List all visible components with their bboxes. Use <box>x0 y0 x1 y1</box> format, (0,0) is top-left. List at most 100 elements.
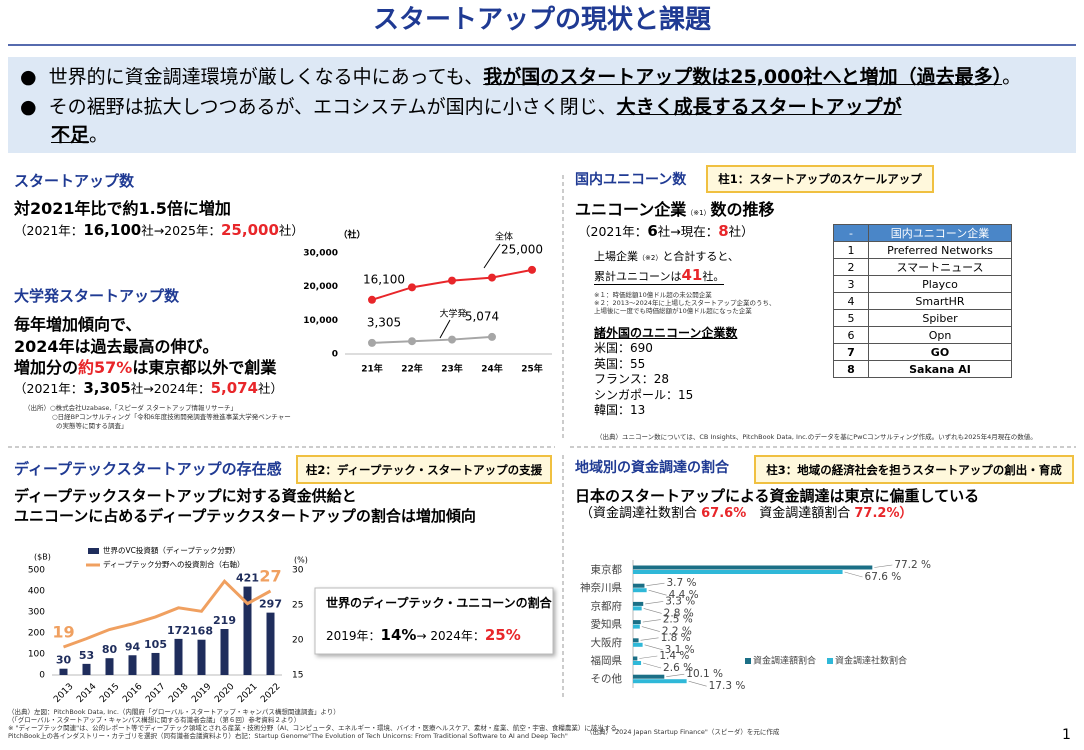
x-tick-label: 22年 <box>401 363 423 375</box>
x-tick-label: 25年 <box>521 363 543 375</box>
bar <box>266 612 275 675</box>
text: 社→現在： <box>657 224 719 239</box>
source: の実態等に関する調査」 <box>56 422 128 430</box>
header-cell: 国内ユニコーン企業 <box>868 224 1012 242</box>
y-tick-label: 500 <box>28 566 45 576</box>
y-tick-label: 神奈川県 <box>580 581 622 594</box>
bullet: ● その裾野は拡大しつつあるが、エコシステムが国内に小さく閉じ、大きく成長するス… <box>20 96 902 118</box>
note: 上場後に一度でも時価総額が10億ドル超になった企業 <box>594 307 752 315</box>
source: （出典）ユニコーン数については、CB Insights、PitchBook Da… <box>596 433 1037 441</box>
value-label: 17.3 % <box>709 680 746 692</box>
value-label: 27 <box>259 567 281 586</box>
value-label: 2.2 % <box>662 626 692 638</box>
num: 5,074 <box>210 379 259 397</box>
leader <box>666 673 685 677</box>
arrow <box>439 319 451 339</box>
text: （2021年： <box>14 223 84 238</box>
y-tick-label: 100 <box>28 650 45 660</box>
note: ※２：2013～2024年に上場したスタートアップ企業のうち、 <box>594 299 776 307</box>
value-label: 3.7 % <box>666 577 696 589</box>
leader <box>645 601 664 605</box>
text: （2021年： <box>14 381 84 396</box>
list-item: フランス：28 <box>594 372 670 386</box>
text: その裾野は拡大しつつあるが、エコシステムが国内に小さく閉じ、 <box>48 96 617 118</box>
leader <box>688 680 707 687</box>
num: 6 <box>647 222 658 240</box>
marker <box>408 337 416 346</box>
note: ※１：時価総額10億ドル超の未公開企業 <box>594 291 712 299</box>
text: 増加分の <box>14 358 79 377</box>
num: 16,100 <box>83 221 142 239</box>
value-label: 3.1 % <box>665 644 695 656</box>
text: 社→2024年： <box>130 381 211 396</box>
annotation: 大学発 <box>439 308 466 320</box>
num: 41 <box>681 266 703 284</box>
bar <box>151 652 160 675</box>
cell: 2 <box>833 258 869 276</box>
value-label: 297 <box>259 598 282 611</box>
leader <box>648 589 667 596</box>
value-label: 53 <box>79 649 94 662</box>
bar <box>633 601 644 606</box>
source: （出典）左図：PitchBook Data, Inc.（内閣府「グローバル・スタ… <box>8 708 340 716</box>
leader <box>642 619 661 623</box>
value-label: 2.6 % <box>663 662 693 674</box>
text: 数の推移 <box>710 200 775 219</box>
table-row: 2 スマートニュース <box>833 258 1012 276</box>
axis-label: （社） <box>338 229 365 241</box>
line: 2024年は過去最高の伸び。 <box>14 337 219 356</box>
y-tick-label: 300 <box>28 608 45 618</box>
bar <box>82 663 91 675</box>
x-tick-label: 2022 <box>259 682 282 705</box>
table-header: - 国内ユニコーン企業 <box>833 224 1012 242</box>
title: スタートアップの現状と課題 <box>372 5 711 35</box>
x-tick-label: 21年 <box>361 363 383 375</box>
bar <box>633 656 638 661</box>
bullet-cont: 不足。 <box>51 124 108 147</box>
y-tick-label: 京都府 <box>591 599 623 612</box>
cell: スマートニュース <box>868 258 1012 276</box>
heading: ディープテックスタートアップの存在感 <box>14 460 282 478</box>
source: ○日経BPコンサルティング「令和6年度技術開発調査等推進事業大学発ベンチャー <box>52 413 291 421</box>
cell: Preferred Networks <box>868 241 1012 259</box>
value-label: 80 <box>102 643 118 656</box>
x-tick-label: 2016 <box>121 682 144 705</box>
num: 8 <box>718 222 729 240</box>
table-row: 1 Preferred Networks <box>833 241 1012 259</box>
marker <box>488 273 496 282</box>
table-row: 4 SmartHR <box>833 292 1012 310</box>
list-item: 韓国：13 <box>594 403 646 417</box>
y-tick-label: 20,000 <box>303 282 338 292</box>
bar <box>633 620 641 625</box>
num: 25,000 <box>221 221 279 239</box>
table-row: 7 GO <box>833 343 1012 361</box>
value-label: 4.4 % <box>669 589 699 601</box>
marker <box>488 332 496 341</box>
value-label: 1.8 % <box>661 632 691 644</box>
source: （出所）○株式会社Uzabase,「スピーダ スタートアップ情報リサーチ」 <box>24 404 237 412</box>
emphasis: 約57% <box>78 358 133 377</box>
value-label: 219 <box>213 614 236 627</box>
cell: 4 <box>833 292 869 310</box>
text: 世界的に資金調達環境が厳しくなる中にあっても、 <box>48 66 484 88</box>
box-title: 世界のディープテック・ユニコーンの割合 <box>326 596 552 610</box>
value-label: 30 <box>56 654 72 667</box>
text: ユニコーン企業 <box>575 200 687 219</box>
line <box>371 335 493 344</box>
heading: 国内ユニコーン数 <box>575 172 687 188</box>
headline: ユニコーンに占めるディープテックスタートアップの割合は増加傾向 <box>14 507 476 525</box>
bar <box>633 588 647 593</box>
source: （出典）"2024 Japan Startup Finance"（スピーダ）を元… <box>586 728 780 736</box>
value-label: 168 <box>190 625 213 638</box>
y2-tick-label: 20 <box>292 636 304 646</box>
tag: 柱3：地域の経済社会を担うスタートアップの創出・育成 <box>754 455 1074 484</box>
value-label: 16,100 <box>363 272 405 286</box>
text: → 2024年： <box>416 629 485 643</box>
value-label: 421 <box>236 572 259 585</box>
bar <box>633 679 687 684</box>
x-tick-label: 2013 <box>52 682 75 705</box>
value-label: 3.3 % <box>665 595 695 607</box>
note: （※1） <box>686 209 711 217</box>
